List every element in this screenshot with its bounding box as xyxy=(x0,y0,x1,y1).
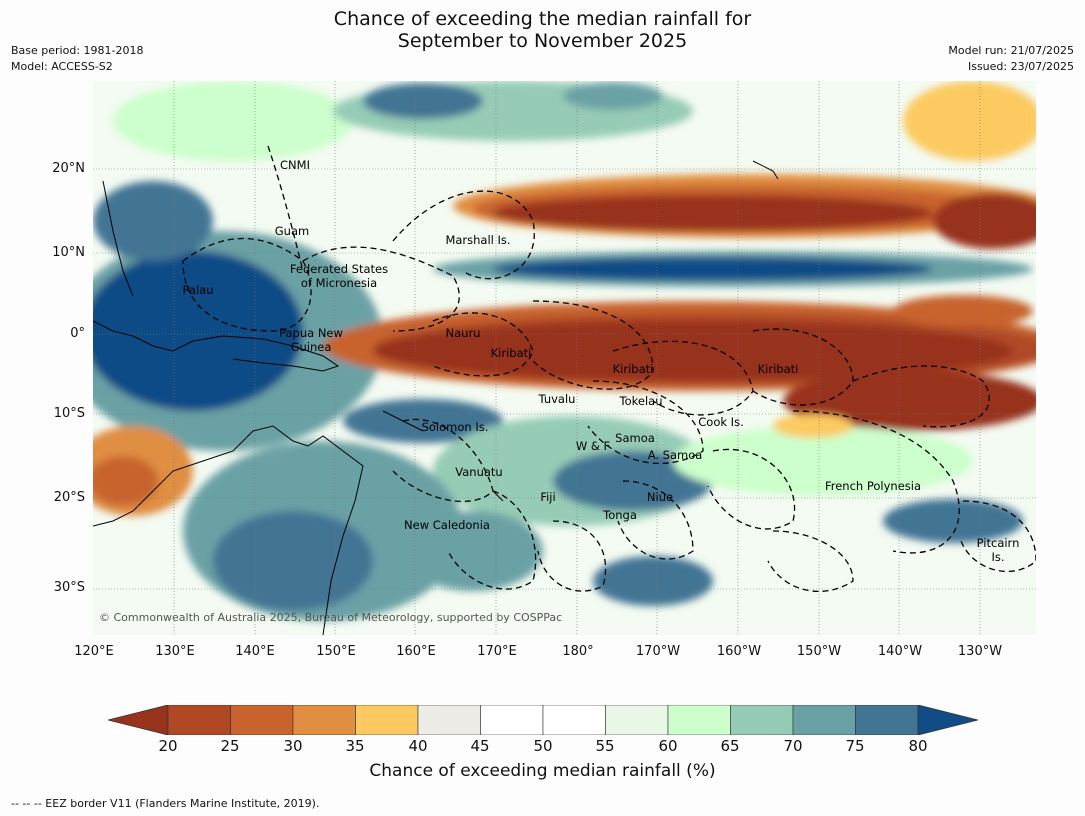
region-labels: CNMI Guam Marshall Is. Federated States … xyxy=(99,158,1019,624)
title-line-2: September to November 2025 xyxy=(397,30,688,52)
label-guam: Guam xyxy=(275,224,309,238)
colorbar-bin-35-40 xyxy=(355,705,419,735)
colorbar-tick-70: 70 xyxy=(783,737,803,755)
eez-footnote: -- -- -- EEZ border V11 (Flanders Marine… xyxy=(11,797,320,810)
model-run: Model run: 21/07/2025 xyxy=(948,44,1074,57)
label-png-2: Guinea xyxy=(291,340,332,354)
eez-borders xyxy=(182,145,1036,593)
colorbar-tick-50: 50 xyxy=(533,737,553,755)
label-tokelau: Tokelau xyxy=(619,394,663,408)
colorbar-bin-25-30 xyxy=(230,705,294,735)
chart-title: Chance of exceeding the median rainfall … xyxy=(0,8,1085,52)
lat-label-20n: 20°N xyxy=(52,161,85,176)
copyright-text: © Commonwealth of Australia 2025, Bureau… xyxy=(99,611,562,624)
base-period: Base period: 1981-2018 xyxy=(11,44,144,57)
colorbar-tick-75: 75 xyxy=(845,737,865,755)
colorbar-bin-75-80 xyxy=(855,705,919,735)
model-name: Model: ACCESS-S2 xyxy=(11,60,113,73)
label-pitcairn-1: Pitcairn xyxy=(977,536,1020,550)
label-american-samoa: A. Samoa xyxy=(648,448,703,462)
lon-label-140e: 140°E xyxy=(235,644,275,659)
label-marshall: Marshall Is. xyxy=(445,233,510,247)
graticule xyxy=(93,81,1036,635)
colorbar-bin-30-35 xyxy=(292,705,356,735)
lat-label-30s: 30°S xyxy=(53,580,85,595)
lat-label-20s: 20°S xyxy=(53,490,85,505)
label-kiribati-e: Kiribati xyxy=(758,362,799,376)
rainfall-map: CNMI Guam Marshall Is. Federated States … xyxy=(93,81,1036,635)
run-info: Model run: 21/07/2025 Issued: 23/07/2025 xyxy=(948,43,1074,75)
label-cook: Cook Is. xyxy=(698,415,743,429)
colorbar-tick-40: 40 xyxy=(408,737,428,755)
model-info: Base period: 1981-2018 Model: ACCESS-S2 xyxy=(11,43,143,75)
colorbar-low-extend xyxy=(108,705,169,735)
label-french-polynesia: French Polynesia xyxy=(825,479,921,493)
issued-date: Issued: 23/07/2025 xyxy=(967,60,1074,73)
lon-label-180: 180° xyxy=(562,644,594,659)
label-samoa: Samoa xyxy=(615,431,655,445)
colorbar-bin-55-60 xyxy=(605,705,669,735)
colorbar-bin-20-25 xyxy=(167,705,231,735)
colorbar xyxy=(108,705,978,735)
label-new-caledonia: New Caledonia xyxy=(404,518,490,532)
colorbar-title: Chance of exceeding median rainfall (%) xyxy=(369,761,716,781)
lon-label-150e: 150°E xyxy=(316,644,356,659)
colorbar-tick-30: 30 xyxy=(283,737,303,755)
label-tuvalu: Tuvalu xyxy=(538,392,576,406)
title-line-1: Chance of exceeding the median rainfall … xyxy=(333,8,752,30)
label-kiribati-c: Kiribati xyxy=(613,362,654,376)
label-palau: Palau xyxy=(183,283,214,297)
colorbar-tick-20: 20 xyxy=(158,737,178,755)
colorbar-bin-65-70 xyxy=(730,705,794,735)
rainfall-field xyxy=(93,81,1036,621)
label-niue: Niue xyxy=(647,490,673,504)
lat-label-10n: 10°N xyxy=(52,245,85,260)
lon-label-140w: 140°W xyxy=(877,644,923,659)
colorbar-tick-25: 25 xyxy=(220,737,240,755)
colorbar-bin-40-45 xyxy=(417,705,481,735)
lon-label-130e: 130°E xyxy=(155,644,195,659)
label-fsm-2: of Micronesia xyxy=(301,276,377,290)
label-kiribati-w: Kiribati xyxy=(491,346,532,360)
lon-label-170w: 170°W xyxy=(635,644,681,659)
colorbar-high-extend xyxy=(917,705,978,735)
colorbar-bin-70-75 xyxy=(792,705,856,735)
label-fsm-1: Federated States xyxy=(290,262,388,276)
lat-label-10s: 10°S xyxy=(53,406,85,421)
colorbar-bin-60-65 xyxy=(667,705,731,735)
lon-label-150w: 150°W xyxy=(796,644,842,659)
label-tonga: Tonga xyxy=(602,508,637,522)
colorbar-bin-50-55 xyxy=(542,705,606,735)
label-nauru: Nauru xyxy=(446,326,481,340)
colorbar-tick-80: 80 xyxy=(908,737,928,755)
lon-label-170e: 170°E xyxy=(477,644,517,659)
label-cnmi: CNMI xyxy=(280,158,310,172)
label-vanuatu: Vanuatu xyxy=(455,465,502,479)
label-png-1: Papua New xyxy=(279,326,343,340)
label-fiji: Fiji xyxy=(540,490,555,504)
lon-label-130w: 130°W xyxy=(957,644,1003,659)
colorbar-tick-65: 65 xyxy=(720,737,740,755)
label-solomon: Solomon Is. xyxy=(422,420,489,434)
colorbar-bin-45-50 xyxy=(480,705,544,735)
colorbar-tick-45: 45 xyxy=(470,737,490,755)
lon-label-120e: 120°E xyxy=(74,644,114,659)
lon-label-160w: 160°W xyxy=(716,644,762,659)
label-wallis-futuna: W & F xyxy=(576,439,610,453)
lat-label-0: 0° xyxy=(70,326,85,341)
colorbar-tick-35: 35 xyxy=(345,737,365,755)
colorbar-tick-55: 55 xyxy=(595,737,615,755)
label-pitcairn-2: Is. xyxy=(991,550,1004,564)
colorbar-tick-60: 60 xyxy=(658,737,678,755)
lon-label-160e: 160°E xyxy=(396,644,436,659)
